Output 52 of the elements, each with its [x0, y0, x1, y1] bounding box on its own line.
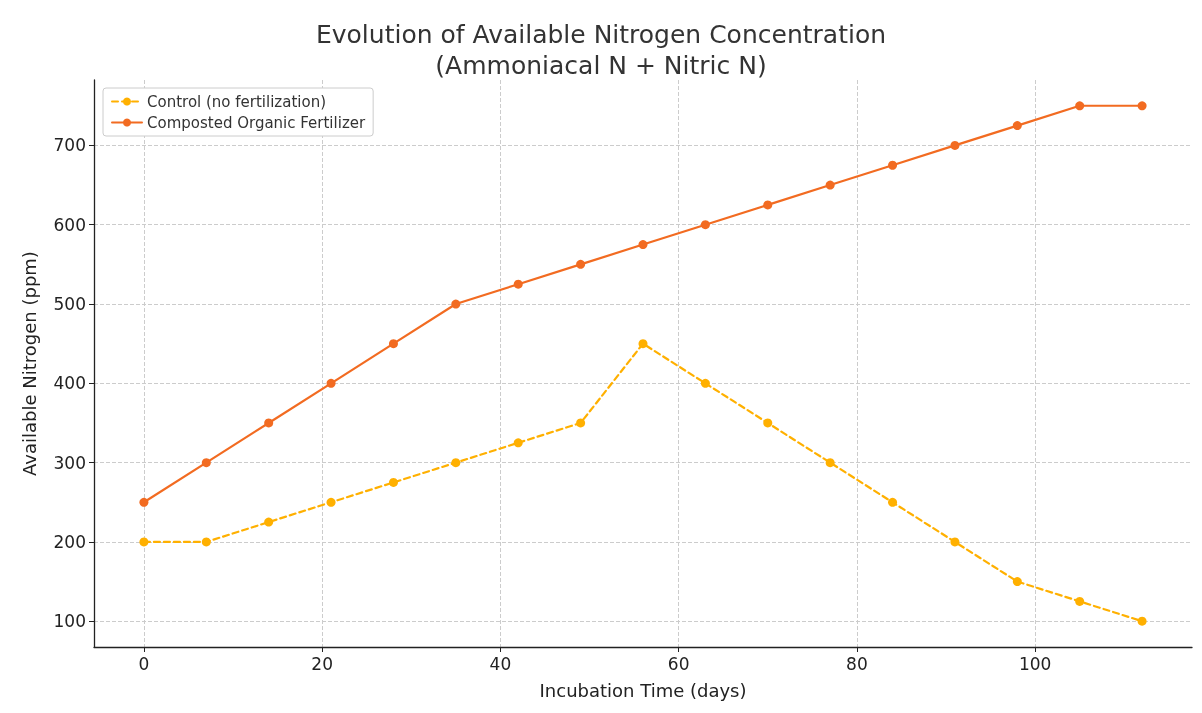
chart-title: Evolution of Available Nitrogen Concentration (Ammoniacal N + Nitric N)	[315, 20, 887, 80]
point	[139, 497, 149, 507]
legend-label: Control (no fertilization)	[147, 92, 327, 111]
point	[388, 339, 398, 349]
point	[1012, 121, 1022, 131]
point	[700, 378, 710, 388]
point	[763, 200, 773, 210]
point	[451, 299, 461, 309]
point	[825, 458, 835, 468]
y-tick-label: 700	[53, 135, 86, 156]
point	[201, 458, 211, 468]
point	[513, 279, 523, 289]
point	[638, 240, 648, 250]
y-tick-label: 300	[53, 452, 86, 473]
y-axis-title: Available Nitrogen (ppm)	[18, 251, 40, 476]
point	[1137, 101, 1147, 111]
y-tick-label: 200	[53, 531, 86, 552]
point	[513, 438, 523, 448]
point	[1075, 101, 1085, 111]
x-tick-label: 80	[846, 653, 868, 674]
point	[388, 477, 398, 487]
point	[576, 259, 586, 269]
x-tick-label: 60	[667, 653, 690, 674]
x-tick-label: 40	[489, 653, 512, 674]
point	[950, 537, 960, 547]
y-tick-label: 500	[53, 294, 86, 315]
point	[264, 517, 274, 527]
point	[700, 220, 710, 230]
point	[326, 497, 336, 507]
x-axis-title: Incubation Time (days)	[539, 679, 747, 701]
x-tick-label: 0	[138, 653, 150, 674]
point	[576, 418, 586, 428]
point	[950, 140, 960, 150]
point	[763, 418, 773, 428]
legend-label: Composted Organic Fertilizer	[147, 113, 366, 132]
point	[638, 339, 648, 349]
point	[451, 458, 461, 468]
x-tick-label: 20	[311, 653, 333, 674]
y-tick-label: 400	[53, 373, 86, 394]
point	[1137, 616, 1147, 626]
point	[139, 537, 149, 547]
point	[888, 497, 898, 507]
point	[825, 180, 835, 190]
y-tick-label: 600	[53, 214, 86, 235]
point	[1075, 596, 1085, 606]
y-tick-label: 100	[53, 611, 86, 632]
point	[264, 418, 274, 428]
point	[326, 378, 336, 388]
point	[201, 537, 211, 547]
x-tick-label: 100	[1018, 653, 1052, 674]
point	[888, 160, 898, 170]
point	[1012, 577, 1022, 587]
